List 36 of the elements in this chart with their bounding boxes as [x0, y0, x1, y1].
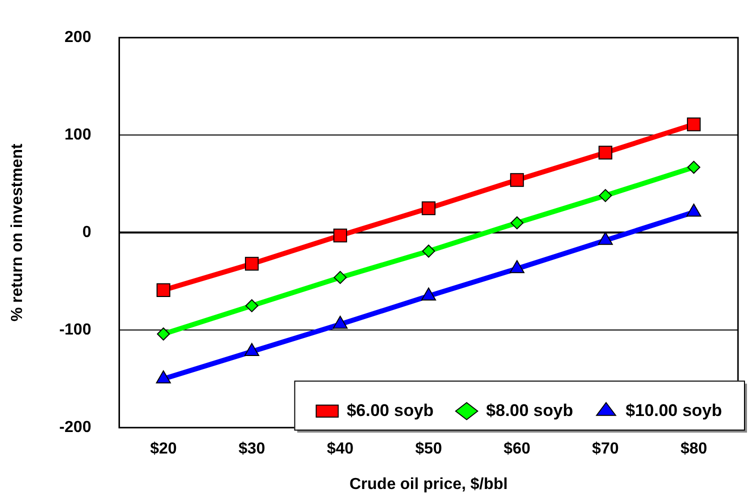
point — [510, 260, 524, 274]
point — [686, 118, 701, 132]
point — [334, 270, 347, 284]
x-tick-label: $40 — [326, 440, 354, 458]
point — [598, 146, 612, 160]
legend-label: $8.00 soyb — [486, 400, 574, 420]
x-axis-title: Crude oil price, $/bbl — [349, 476, 508, 493]
point — [510, 216, 524, 230]
point — [332, 316, 348, 329]
point — [598, 189, 612, 202]
y-tick-label: -200 — [59, 419, 92, 436]
y-tick-label: -100 — [59, 322, 92, 339]
point — [422, 244, 436, 258]
y-axis-title: % return on investment — [9, 143, 26, 322]
point — [156, 328, 170, 340]
point — [156, 370, 171, 384]
point — [510, 173, 524, 187]
x-tick-label: $20 — [150, 440, 177, 458]
point — [244, 343, 260, 356]
point — [333, 228, 348, 242]
x-tick-label: $60 — [504, 440, 530, 458]
point — [245, 299, 258, 312]
x-tick-label: $50 — [415, 440, 442, 458]
y-tick-label: 200 — [64, 29, 92, 46]
point — [687, 160, 700, 174]
legend-label: $10.00 soyb — [626, 400, 722, 420]
y-tick-label: 100 — [64, 126, 92, 144]
x-tick-label: $80 — [680, 440, 708, 458]
point — [421, 287, 436, 300]
x-tick-label: $70 — [592, 440, 619, 458]
legend-label: $6.00 soyb — [346, 400, 434, 420]
point — [422, 201, 436, 216]
point — [244, 256, 259, 271]
point — [156, 283, 170, 297]
x-tick-label: $30 — [238, 440, 266, 458]
y-tick-label: 0 — [82, 224, 92, 242]
